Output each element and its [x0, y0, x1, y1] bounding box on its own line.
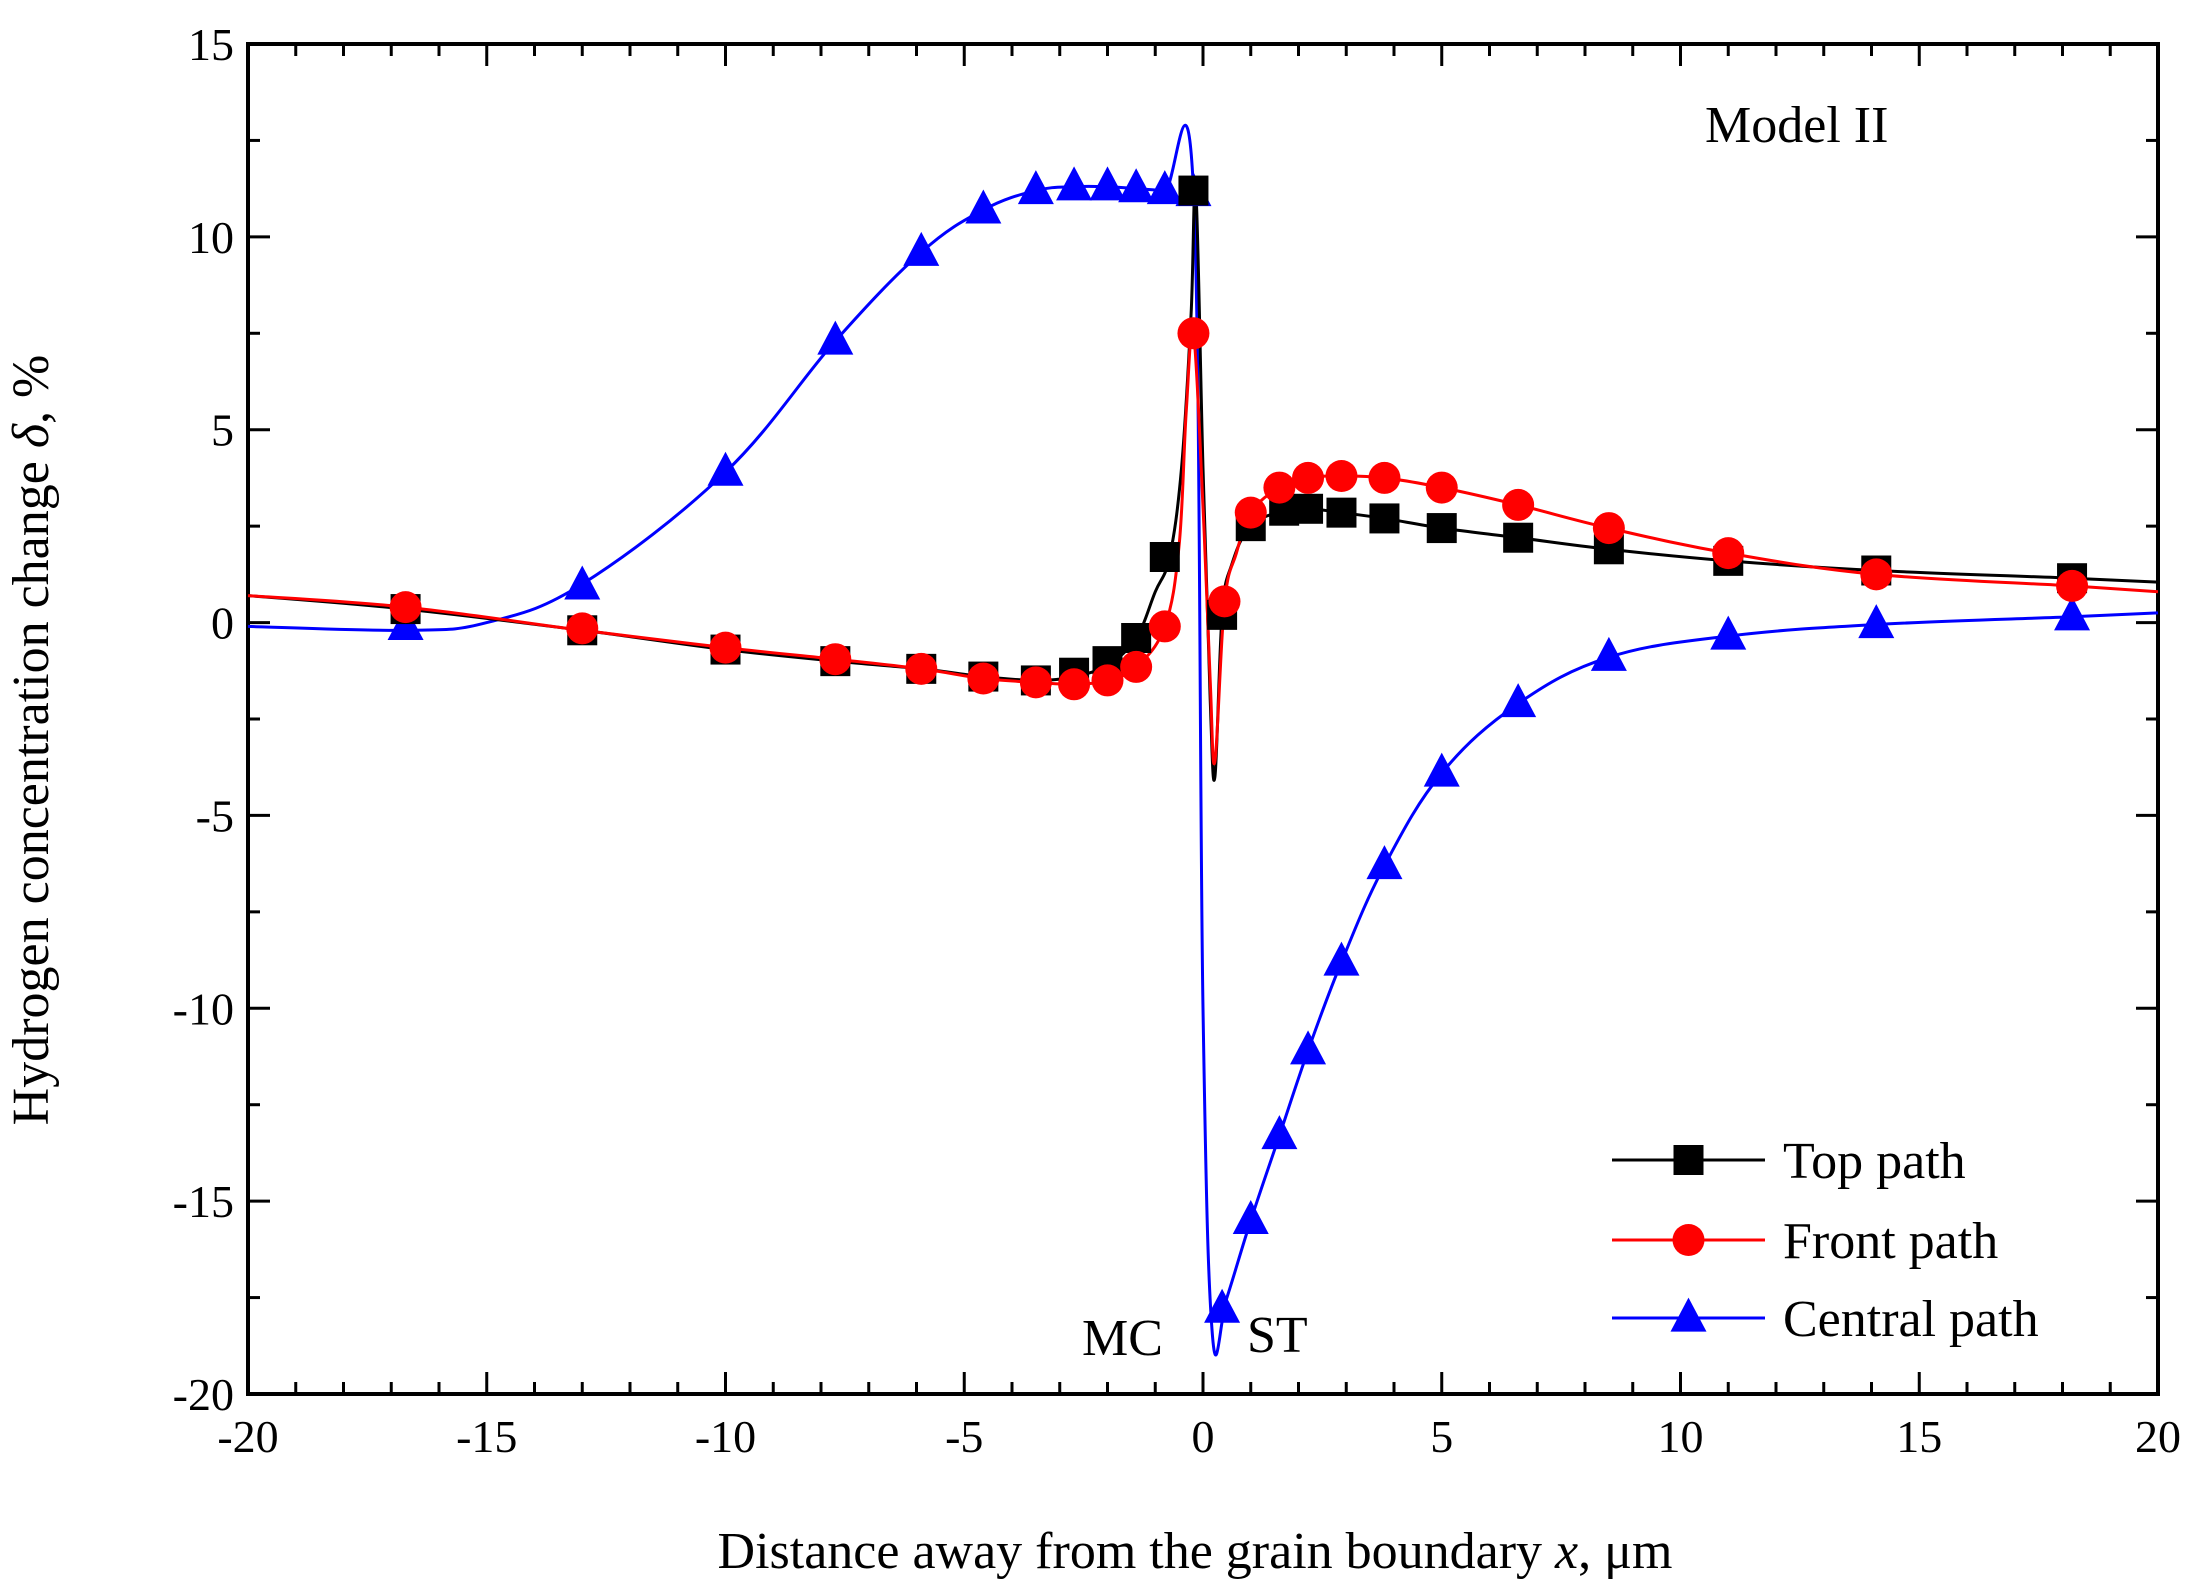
y-tick-label: 10 [188, 212, 234, 263]
legend-marker-circle [1672, 1224, 1705, 1256]
data-point-circle [389, 591, 422, 624]
data-point-triangle [1146, 170, 1183, 205]
y-tick-label: -20 [173, 1369, 234, 1420]
data-point-triangle [1118, 168, 1155, 203]
data-point-triangle [1232, 1200, 1269, 1235]
data-point-triangle [1056, 166, 1093, 201]
data-point-circle [1712, 537, 1745, 570]
data-point-triangle [1017, 170, 1054, 205]
region-label-st: ST [1247, 1307, 1308, 1364]
data-point-triangle [707, 451, 744, 486]
x-tick-label: 10 [1658, 1411, 1704, 1462]
y-tick-label: 0 [211, 598, 234, 649]
data-point-circle [566, 612, 599, 645]
data-point-circle [1502, 488, 1535, 521]
legend: Top path Front path Central path [1612, 1133, 2039, 1348]
data-point-triangle [903, 231, 940, 266]
data-point-triangle [1590, 636, 1627, 671]
data-point-circle [1148, 610, 1181, 643]
x-axis-title: Distance away from the grain boundary x,… [718, 1523, 1673, 1580]
region-label-mc: MC [1082, 1310, 1163, 1367]
data-point-triangle [817, 320, 854, 355]
data-point-square [1178, 175, 1209, 206]
plot-frame [246, 42, 2160, 1396]
data-point-circle [1860, 558, 1893, 591]
plot-area-border [246, 42, 2160, 1396]
series-line-triangle [247, 123, 2159, 1357]
data-point-circle [905, 652, 938, 685]
data-point-circle [1592, 512, 1625, 545]
legend-label: Front path [1783, 1213, 1998, 1270]
data-point-triangle [1423, 752, 1460, 787]
data-point-circle [1425, 471, 1458, 504]
series-line-circle [247, 328, 2159, 766]
data-point-circle [1120, 650, 1153, 683]
data-point-triangle [1323, 941, 1360, 976]
data-point-triangle [1089, 166, 1126, 201]
data-point-circle [2056, 569, 2089, 602]
data-point-circle [1091, 664, 1124, 697]
data-point-circle [1325, 460, 1358, 492]
x-tick-label: 15 [1896, 1411, 1942, 1462]
y-tick-label: 5 [211, 405, 234, 456]
legend-label: Top path [1783, 1133, 1966, 1190]
model-label: Model II [1705, 97, 1888, 154]
y-tick-label: 15 [188, 19, 234, 70]
series-markers [387, 166, 2091, 1323]
axis-ticks [246, 42, 2160, 1396]
data-point-circle [709, 631, 742, 664]
data-point-square [1293, 493, 1324, 524]
data-point-triangle [1290, 1030, 1327, 1065]
data-point-triangle [1858, 604, 1895, 639]
data-point-triangle [1500, 683, 1537, 718]
x-tick-label: -20 [217, 1411, 278, 1462]
data-point-triangle [965, 189, 1002, 224]
y-axis-title: Hydrogen concentration change δ, % [3, 355, 60, 1126]
x-tick-label: 20 [2135, 1411, 2181, 1462]
data-point-triangle [1261, 1115, 1298, 1150]
y-tick-label: -5 [196, 790, 234, 841]
data-point-circle [1019, 666, 1052, 699]
x-tick-label: 5 [1430, 1411, 1453, 1462]
data-point-square [1369, 503, 1400, 534]
legend-label: Central path [1783, 1291, 2039, 1348]
data-point-triangle [1710, 615, 1747, 650]
data-point-circle [967, 662, 1000, 695]
data-point-circle [819, 643, 852, 676]
legend-marker-triangle [1670, 1297, 1707, 1332]
y-tick-label: -10 [173, 983, 234, 1034]
data-point-square [1503, 522, 1534, 553]
y-tick-label: -15 [173, 1176, 234, 1227]
data-point-square [1149, 542, 1180, 572]
data-point-circle [1263, 471, 1296, 504]
data-point-square [1326, 497, 1357, 528]
data-point-circle [1208, 585, 1241, 618]
legend-marker-square [1673, 1145, 1704, 1175]
data-point-circle [1368, 461, 1401, 494]
x-tick-label: 0 [1192, 1411, 1215, 1462]
x-tick-label: -10 [695, 1411, 756, 1462]
x-tick-label: -15 [456, 1411, 517, 1462]
data-point-circle [1234, 496, 1267, 529]
data-point-circle [1292, 461, 1325, 494]
data-point-square [1426, 513, 1457, 544]
data-point-circle [1177, 317, 1210, 350]
x-tick-label: -5 [945, 1411, 983, 1462]
data-point-triangle [564, 565, 601, 600]
data-point-circle [1058, 668, 1091, 701]
axis-tick-labels: -20 -15 -10 -5 0 5 10 15 20 -20 -15 -10 -5 0 5 10 15 [173, 19, 2181, 1462]
data-point-triangle [1366, 845, 1403, 880]
data-point-triangle [2054, 596, 2091, 631]
data-point-triangle [1204, 1288, 1241, 1323]
data-point-square [1121, 623, 1152, 653]
